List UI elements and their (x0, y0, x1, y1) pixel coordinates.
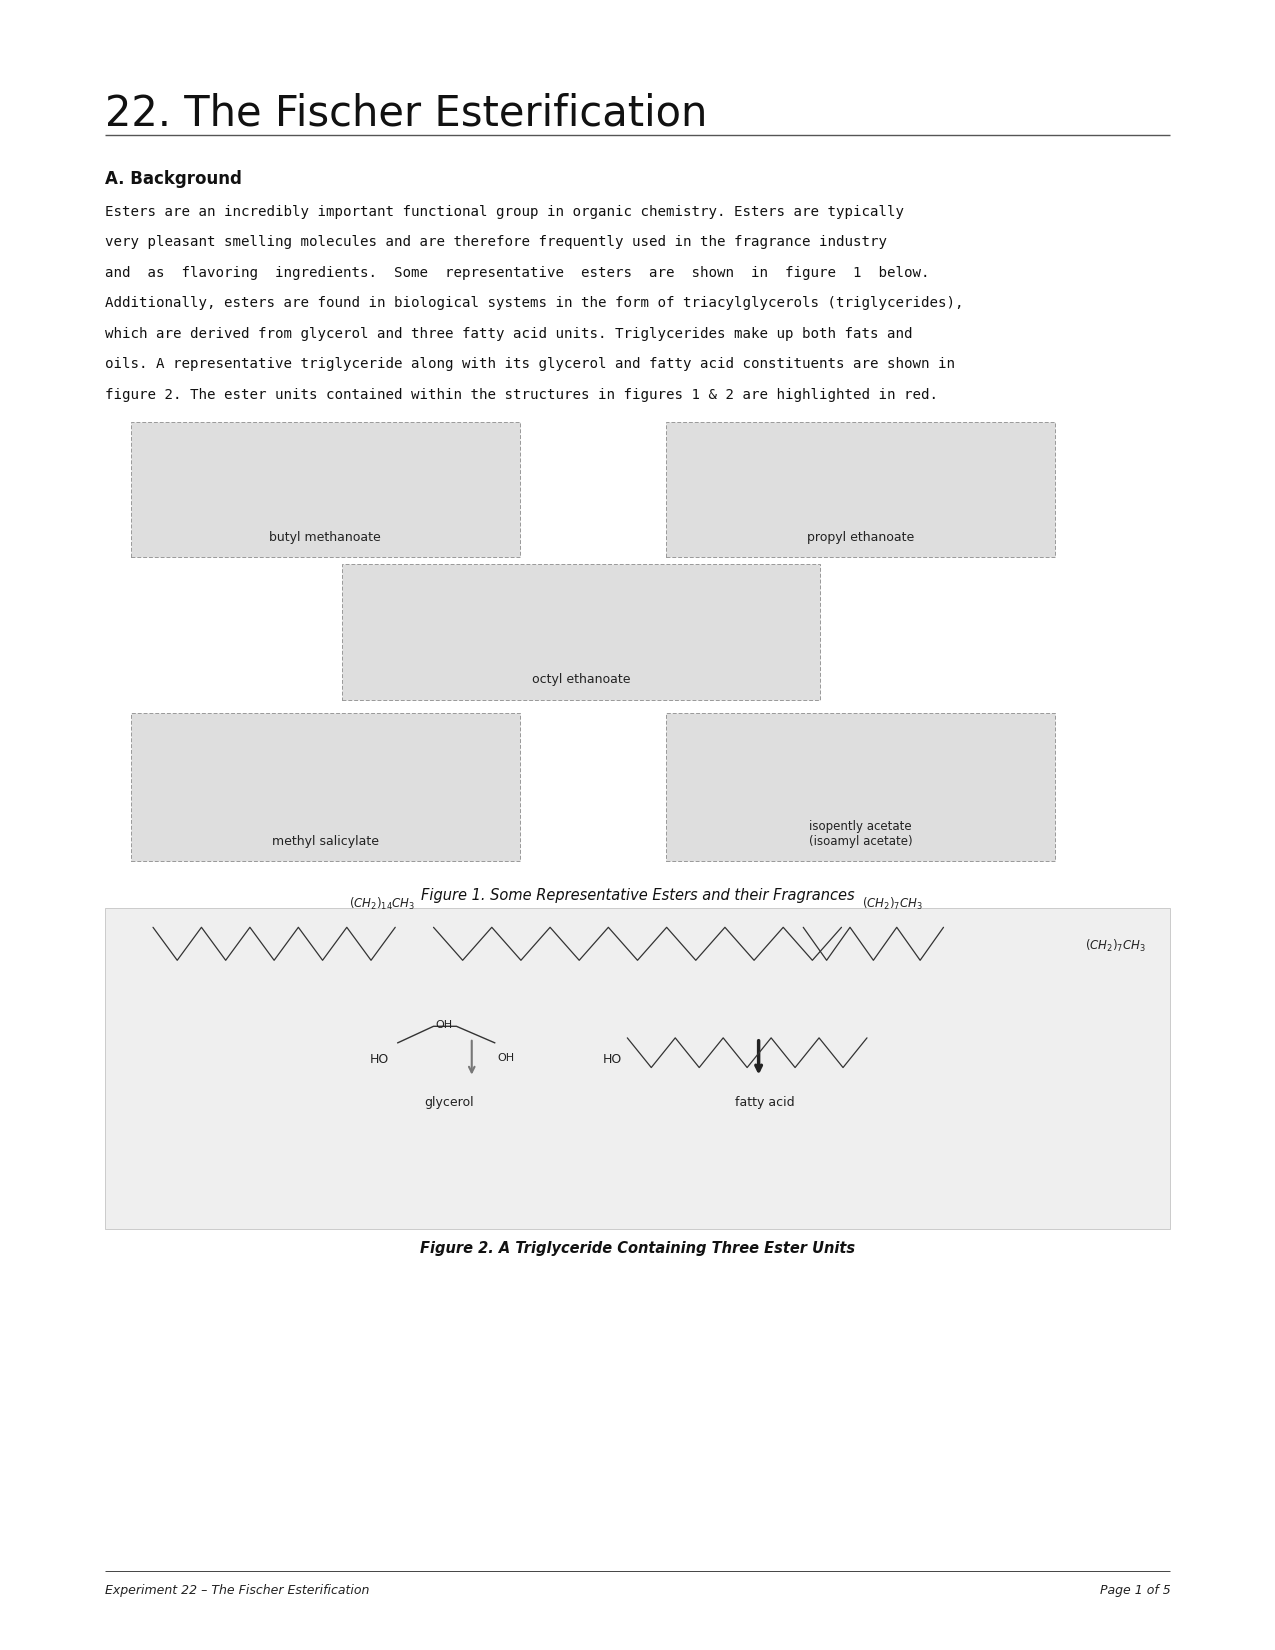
Text: and  as  flavoring  ingredients.  Some  representative  esters  are  shown  in  : and as flavoring ingredients. Some repre… (105, 266, 929, 279)
Text: glycerol: glycerol (425, 1096, 473, 1109)
Text: Figure 2. A Triglyceride Containing Three Ester Units: Figure 2. A Triglyceride Containing Thre… (419, 1241, 856, 1256)
Text: which are derived from glycerol and three fatty acid units. Triglycerides make u: which are derived from glycerol and thre… (105, 327, 912, 340)
Text: Esters are an incredibly important functional group in organic chemistry. Esters: Esters are an incredibly important funct… (105, 205, 904, 218)
Text: OH: OH (435, 1020, 453, 1030)
Text: isopently acetate
(isoamyl acetate): isopently acetate (isoamyl acetate) (808, 820, 913, 848)
Text: $(CH_2)_7CH_3$: $(CH_2)_7CH_3$ (1085, 937, 1146, 954)
FancyBboxPatch shape (105, 908, 1170, 1229)
FancyBboxPatch shape (130, 422, 520, 558)
Text: A. Background: A. Background (105, 170, 241, 188)
FancyBboxPatch shape (667, 713, 1056, 861)
Text: propyl ethanoate: propyl ethanoate (807, 531, 914, 545)
Text: octyl ethanoate: octyl ethanoate (532, 673, 631, 686)
Text: fatty acid: fatty acid (736, 1096, 794, 1109)
Text: Additionally, esters are found in biological systems in the form of triacylglyce: Additionally, esters are found in biolog… (105, 297, 963, 310)
Text: $(CH_2)_7CH_3$: $(CH_2)_7CH_3$ (862, 896, 923, 912)
FancyBboxPatch shape (667, 422, 1056, 558)
Text: Experiment 22 – The Fischer Esterification: Experiment 22 – The Fischer Esterificati… (105, 1584, 368, 1597)
Text: OH: OH (497, 1053, 514, 1063)
Text: oils. A representative triglyceride along with its glycerol and fatty acid const: oils. A representative triglyceride alon… (105, 358, 955, 371)
Text: HO: HO (370, 1053, 389, 1066)
Text: methyl salicylate: methyl salicylate (272, 835, 379, 848)
Text: very pleasant smelling molecules and are therefore frequently used in the fragra: very pleasant smelling molecules and are… (105, 234, 886, 249)
Text: Page 1 of 5: Page 1 of 5 (1100, 1584, 1170, 1597)
Text: butyl methanoate: butyl methanoate (269, 531, 381, 545)
FancyBboxPatch shape (130, 713, 520, 861)
Text: Figure 1. Some Representative Esters and their Fragrances: Figure 1. Some Representative Esters and… (421, 888, 854, 903)
Text: HO: HO (603, 1053, 622, 1066)
Text: 22. The Fischer Esterification: 22. The Fischer Esterification (105, 92, 706, 134)
Text: $(CH_2)_{14}CH_3$: $(CH_2)_{14}CH_3$ (349, 896, 416, 912)
FancyBboxPatch shape (342, 564, 821, 700)
Text: figure 2. The ester units contained within the structures in figures 1 & 2 are h: figure 2. The ester units contained with… (105, 388, 937, 401)
